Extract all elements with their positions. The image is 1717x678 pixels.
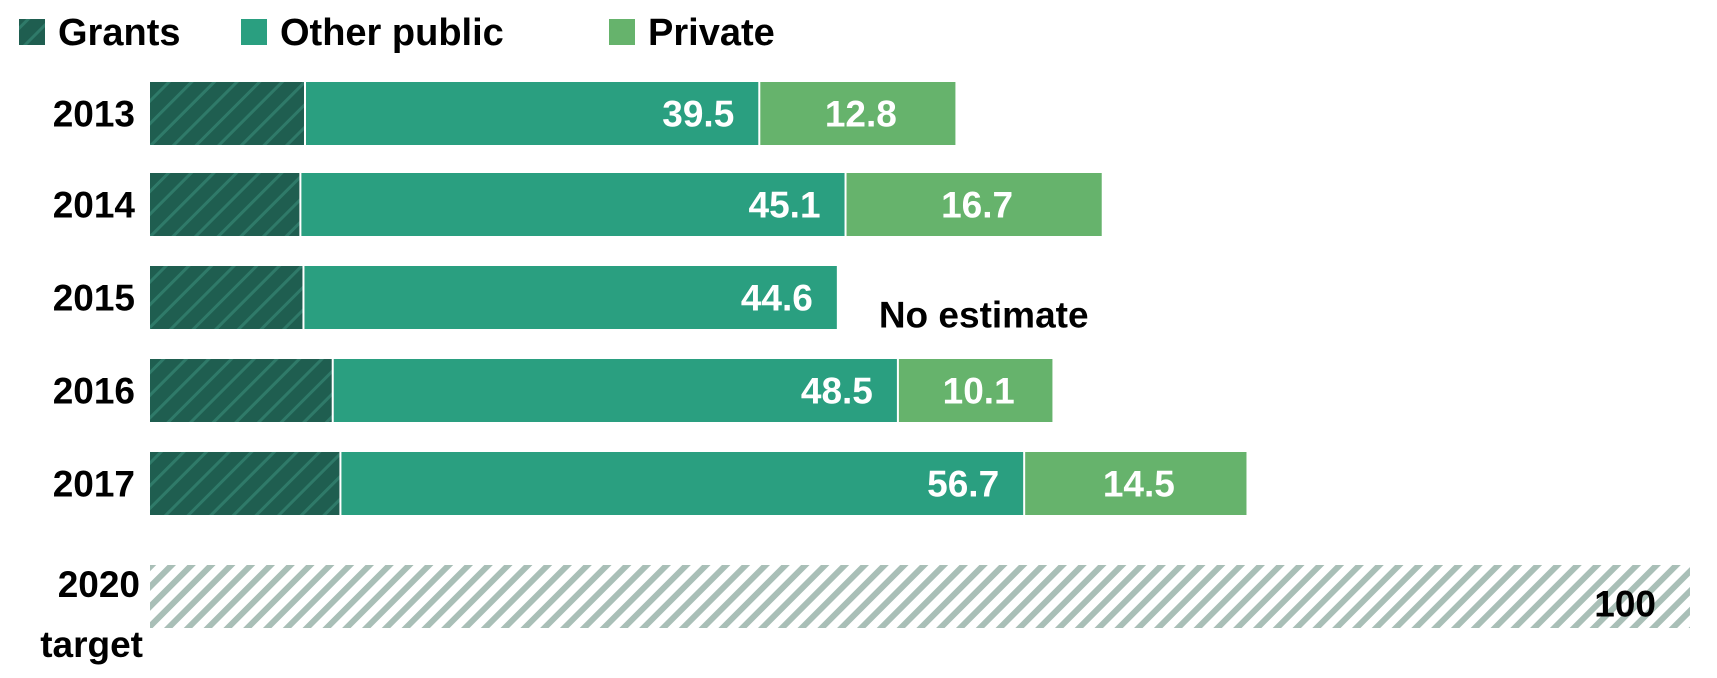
data-label-public: 44.6 [741,278,813,319]
data-label-public: 45.1 [749,185,821,226]
year-label: 2016 [53,371,135,412]
bar-grants [150,82,304,145]
legend-swatch-private [609,19,635,45]
no-estimate-label: No estimate [879,295,1089,336]
legend-label-other-public: Other public [280,12,504,54]
data-label-private: 10.1 [943,371,1015,412]
data-label-public: 48.5 [801,371,873,412]
data-label-public: 56.7 [927,464,999,505]
year-label: 2015 [53,278,135,319]
legend-swatch-other-public [241,19,267,45]
data-label-private: 16.7 [941,185,1013,226]
legend: Grants Other public Private [19,12,775,54]
bar-grants [150,173,300,236]
target-value-label: 100 [1594,584,1656,625]
bar-target [150,565,1690,628]
bar-other-public [301,173,845,236]
bar-grants [150,452,340,515]
data-label-private: 14.5 [1103,464,1175,505]
legend-swatch-grants [19,19,45,45]
bar-grants [150,359,332,422]
legend-label-grants: Grants [58,12,180,54]
year-label: 2013 [53,94,135,135]
year-label: 2017 [53,464,135,505]
bar-private [898,359,1053,422]
target-label-line2: target [40,624,143,665]
bar-private [1025,452,1247,515]
year-label: 2014 [53,185,136,226]
bar-other-public [304,266,837,329]
legend-label-private: Private [648,12,775,54]
bar-other-public [333,359,897,422]
bar-private [846,173,1102,236]
bar-other-public [341,452,1024,515]
bar-grants [150,266,303,329]
data-label-public: 39.5 [662,94,734,135]
bar-other-public [306,82,759,145]
data-label-private: 12.8 [825,94,897,135]
bar-private [760,82,956,145]
target-label-line1: 2020 [58,564,140,605]
